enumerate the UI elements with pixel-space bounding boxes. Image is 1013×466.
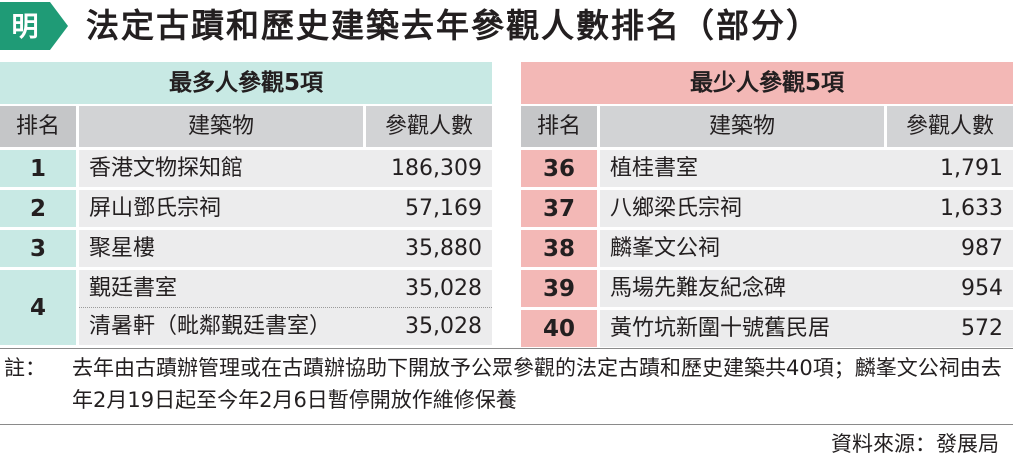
divider — [0, 348, 1013, 349]
building-name: 植桂書室 — [610, 156, 699, 181]
most-visited-title: 最多人參觀5項 — [0, 62, 492, 104]
rank-group: 39 馬場先難友紀念碑 954 — [521, 270, 1013, 307]
rank-group: 2 屏山鄧氏宗祠 57,169 — [0, 190, 492, 227]
building-name: 黃竹坑新圍十號舊民居 — [610, 316, 831, 341]
table-row: 屏山鄧氏宗祠 57,169 — [79, 190, 492, 227]
table-row: 黃竹坑新圍十號舊民居 572 — [600, 310, 1013, 347]
visitor-count: 954 — [961, 276, 1003, 301]
rank-group: 4 覲廷書室 35,028 清暑軒（毗鄰覲廷書室） 35,028 — [0, 270, 492, 345]
rank-cell: 40 — [521, 310, 597, 347]
visitor-count: 1,633 — [940, 196, 1003, 221]
rank-cell: 37 — [521, 190, 597, 227]
divider — [0, 424, 1013, 425]
ming-pao-logo-icon: 明 — [0, 2, 68, 50]
page-title: 法定古蹟和歷史建築去年參觀人數排名（部分） — [86, 6, 821, 45]
logo-text: 明 — [12, 12, 39, 43]
rank-group: 40 黃竹坑新圍十號舊民居 572 — [521, 310, 1013, 347]
footnote-text: 去年由古蹟辦管理或在古蹟辦協助下開放予公眾參觀的法定古蹟和歷史建築共40項；麟峯… — [72, 356, 1002, 412]
building-name: 八鄉梁氏宗祠 — [610, 196, 743, 221]
table-row: 聚星樓 35,880 — [79, 230, 492, 267]
visitor-count: 35,880 — [405, 236, 482, 261]
visitor-count: 987 — [961, 236, 1003, 261]
visitor-count: 572 — [961, 316, 1003, 341]
rank-cell: 2 — [0, 190, 76, 227]
visitor-count: 1,791 — [940, 156, 1003, 181]
rank-cell: 1 — [0, 150, 76, 187]
building-name: 麟峯文公祠 — [610, 236, 721, 261]
column-header-visitors: 參觀人數 — [366, 106, 492, 147]
header: 明 法定古蹟和歷史建築去年參觀人數排名（部分） — [0, 0, 1013, 56]
rank-cell: 36 — [521, 150, 597, 187]
column-header-building: 建築物 — [79, 106, 363, 147]
footnote-label: 註： — [4, 356, 46, 380]
rank-group: 38 麟峯文公祠 987 — [521, 230, 1013, 267]
rank-group: 36 植桂書室 1,791 — [521, 150, 1013, 187]
most-visited-table: 最多人參觀5項 排名 建築物 參觀人數 1 香港文物探知館 186,309 2 屏山鄧氏… — [0, 62, 492, 345]
column-header-visitors: 參觀人數 — [887, 106, 1013, 147]
table-row: 馬場先難友紀念碑 954 — [600, 270, 1013, 307]
least-visited-title: 最少人參觀5項 — [521, 62, 1013, 104]
table-row: 覲廷書室 35,028 — [79, 270, 492, 307]
table-row: 植桂書室 1,791 — [600, 150, 1013, 187]
visitor-count: 35,028 — [405, 314, 482, 339]
building-name: 覲廷書室 — [89, 276, 178, 301]
column-header-rank: 排名 — [521, 106, 597, 147]
rank-cell: 3 — [0, 230, 76, 267]
table-row: 清暑軒（毗鄰覲廷書室） 35,028 — [79, 307, 492, 345]
visitor-count: 186,309 — [391, 156, 482, 181]
source-credit: 資料來源：發展局 — [831, 432, 999, 456]
rank-group: 37 八鄉梁氏宗祠 1,633 — [521, 190, 1013, 227]
rank-cell: 39 — [521, 270, 597, 307]
rank-cell: 38 — [521, 230, 597, 267]
building-name: 清暑軒（毗鄰覲廷書室） — [89, 314, 332, 339]
building-name: 聚星樓 — [89, 236, 156, 261]
building-name: 屏山鄧氏宗祠 — [89, 196, 222, 221]
column-header-rank: 排名 — [0, 106, 76, 147]
most-visited-header-row: 排名 建築物 參觀人數 — [0, 106, 492, 147]
rank-cell: 4 — [0, 270, 76, 345]
building-name: 馬場先難友紀念碑 — [610, 276, 787, 301]
column-header-building: 建築物 — [600, 106, 884, 147]
building-name: 香港文物探知館 — [89, 156, 244, 181]
visitor-count: 35,028 — [405, 276, 482, 301]
least-visited-header-row: 排名 建築物 參觀人數 — [521, 106, 1013, 147]
table-row: 八鄉梁氏宗祠 1,633 — [600, 190, 1013, 227]
rank-group: 3 聚星樓 35,880 — [0, 230, 492, 267]
rank-group: 1 香港文物探知館 186,309 — [0, 150, 492, 187]
visitor-count: 57,169 — [405, 196, 482, 221]
table-row: 麟峯文公祠 987 — [600, 230, 1013, 267]
least-visited-table: 最少人參觀5項 排名 建築物 參觀人數 36 植桂書室 1,791 37 八鄉梁氏宗祠 1… — [521, 62, 1013, 347]
table-row: 香港文物探知館 186,309 — [79, 150, 492, 187]
